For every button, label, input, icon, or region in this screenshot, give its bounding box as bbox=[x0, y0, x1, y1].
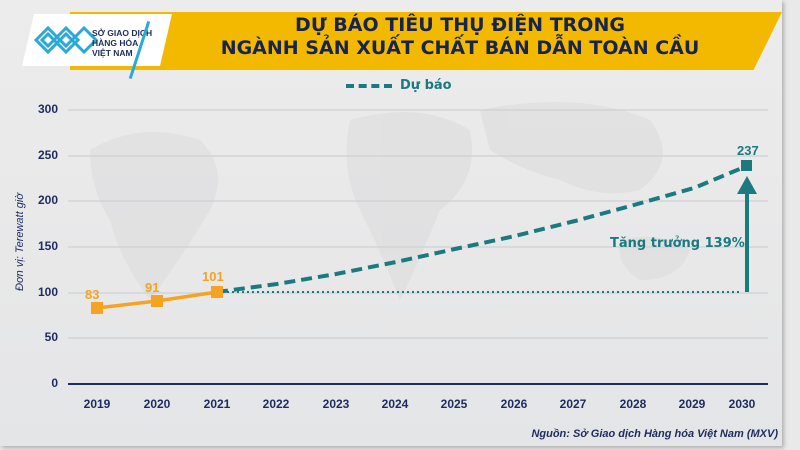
x-tick-2029: 2029 bbox=[678, 397, 706, 411]
x-tick-2023: 2023 bbox=[322, 397, 350, 411]
y-tick-100: 100 bbox=[37, 285, 58, 299]
chart-title: DỰ BÁO TIÊU THỤ ĐIỆN TRONG NGÀNH SẢN XUẤ… bbox=[180, 14, 740, 60]
y-tick-200: 200 bbox=[37, 193, 58, 207]
legend-label-forecast: Dự báo bbox=[400, 78, 452, 93]
marker-2030 bbox=[741, 160, 752, 171]
forecast-line bbox=[216, 166, 743, 294]
x-tick-2020: 2020 bbox=[143, 397, 171, 411]
x-tick-2022: 2022 bbox=[262, 397, 290, 411]
data-label-2019: 83 bbox=[85, 287, 100, 302]
data-label-2030: 237 bbox=[737, 143, 759, 158]
y-tick-0: 0 bbox=[51, 376, 58, 390]
y-tick-250: 250 bbox=[37, 148, 58, 162]
data-label-2020: 91 bbox=[145, 280, 160, 295]
title-banner bbox=[70, 12, 782, 70]
gridlines bbox=[68, 109, 768, 339]
growth-arrow-head-icon bbox=[737, 176, 757, 194]
chart-title-line-1: DỰ BÁO TIÊU THỤ ĐIỆN TRONG bbox=[295, 14, 625, 36]
x-tick-2027: 2027 bbox=[559, 397, 587, 411]
x-tick-2030: 2030 bbox=[728, 397, 756, 411]
logo-line-1: SỞ GIAO DỊCH bbox=[92, 28, 153, 38]
growth-annotation: Tăng trưởng 139% bbox=[610, 236, 745, 251]
x-tick-2021: 2021 bbox=[203, 397, 231, 411]
logo-mark-icon bbox=[33, 25, 99, 55]
y-tick-300: 300 bbox=[37, 102, 58, 116]
marker-2021 bbox=[211, 286, 223, 298]
marker-2019 bbox=[91, 302, 103, 314]
x-tick-2019: 2019 bbox=[83, 397, 111, 411]
y-tick-150: 150 bbox=[37, 239, 58, 253]
logo-line-3: VIỆT NAM bbox=[92, 48, 133, 58]
y-tick-50: 50 bbox=[44, 330, 58, 344]
x-tick-2024: 2024 bbox=[381, 397, 409, 411]
x-tick-2025: 2025 bbox=[440, 397, 468, 411]
logo-text: SỞ GIAO DỊCH HÀNG HÓA VIỆT NAM bbox=[92, 28, 152, 58]
x-tick-2028: 2028 bbox=[619, 397, 647, 411]
source-note: Nguồn: Sở Giao dịch Hàng hóa Việt Nam (M… bbox=[531, 428, 778, 440]
chart-title-line-2: NGÀNH SẢN XUẤT CHẤT BÁN DẪN TOÀN CẦU bbox=[220, 37, 700, 59]
marker-2020 bbox=[151, 295, 163, 307]
legend: Dự báo bbox=[346, 78, 452, 93]
x-tick-2026: 2026 bbox=[500, 397, 528, 411]
data-label-2021: 101 bbox=[202, 269, 224, 284]
logo-line-2: HÀNG HÓA bbox=[92, 38, 139, 48]
legend-dashed-line-icon bbox=[346, 83, 392, 88]
